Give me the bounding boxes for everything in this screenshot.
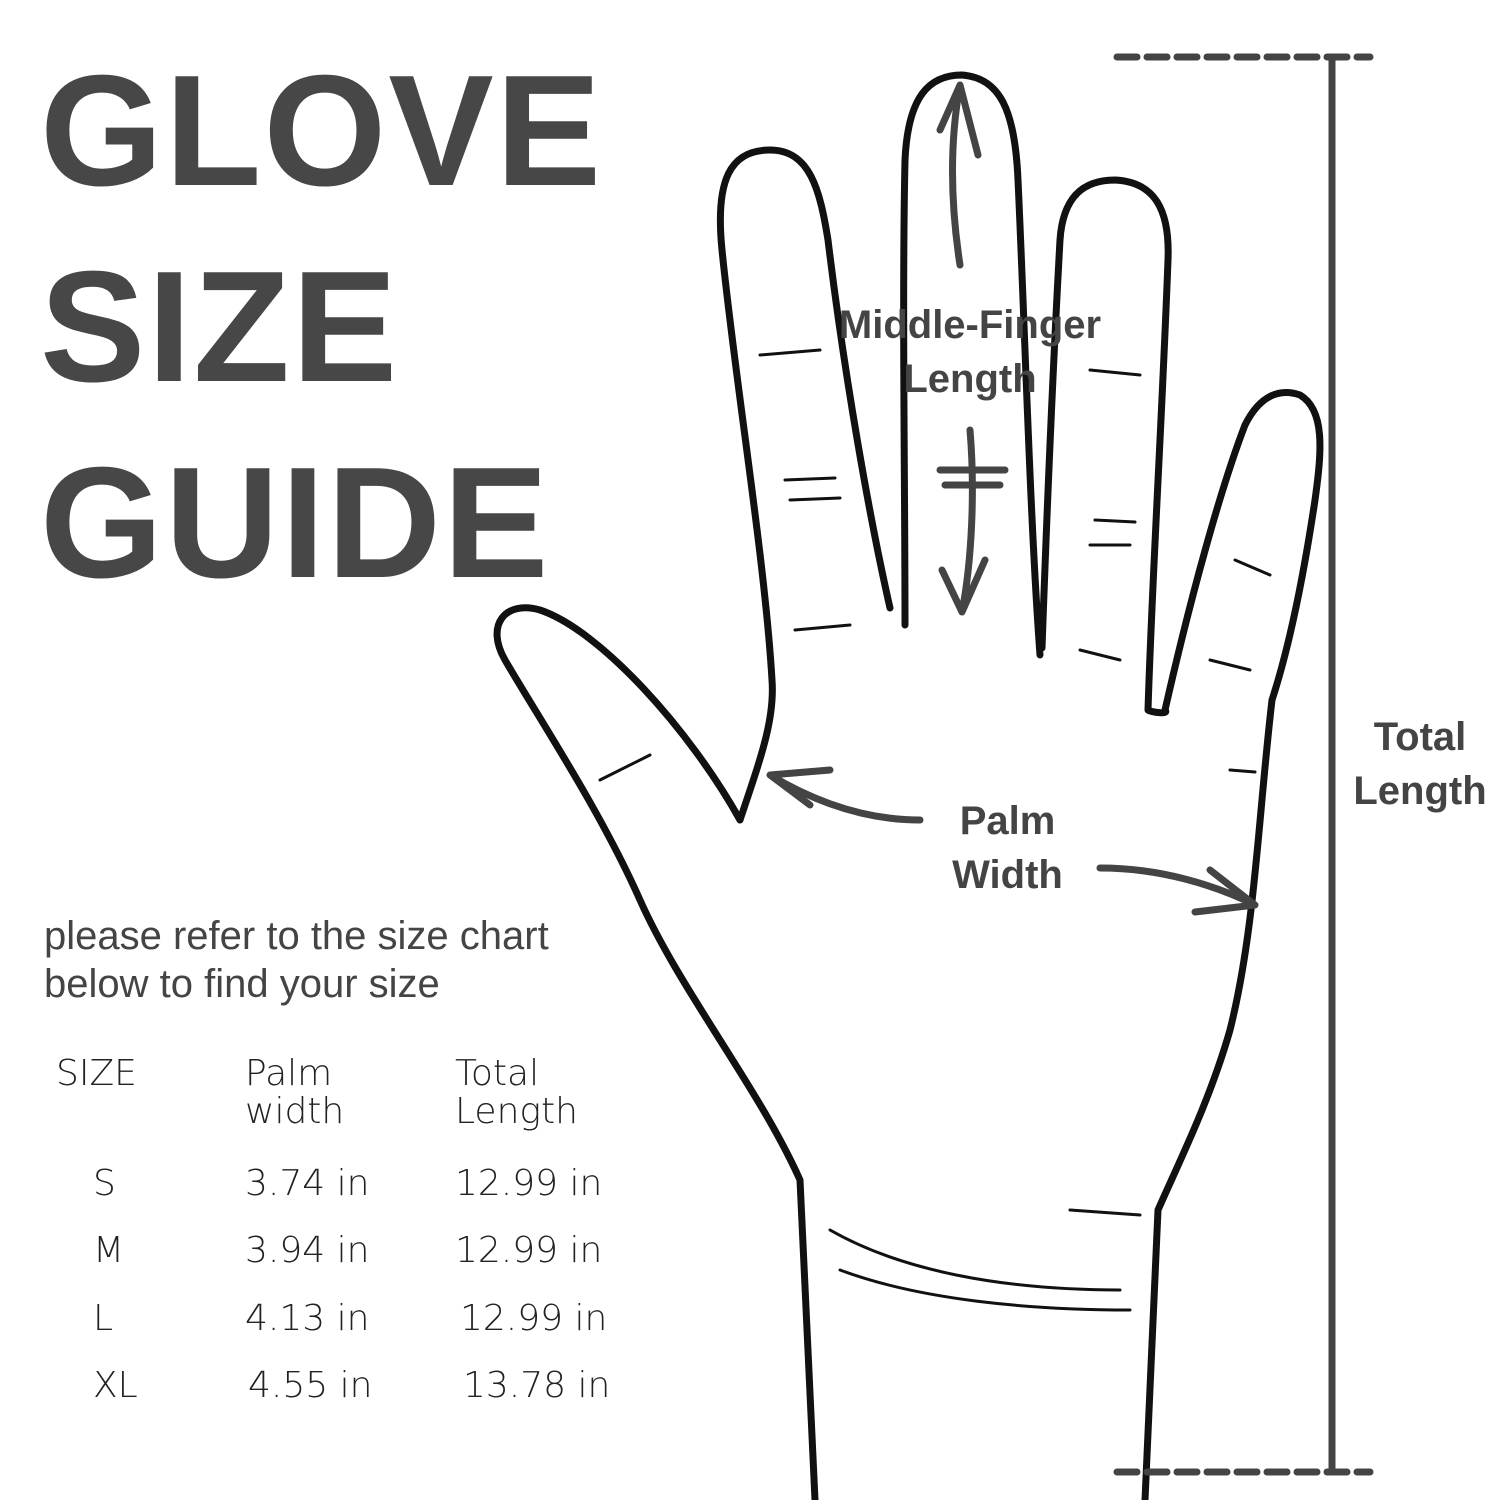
instructions-line-1: please refer to the size chart [44, 914, 549, 958]
row-palm-width: 4.13 in [245, 1298, 370, 1339]
palm-width-label: Palm Width [920, 794, 1095, 902]
header-palm-width: Palm width [245, 1055, 344, 1131]
label-line: Total [1373, 715, 1467, 759]
instructions-line-2: below to find your size [44, 962, 440, 1006]
row-total-length: 13.78 in [463, 1365, 611, 1406]
row-palm-width: 3.74 in [245, 1163, 370, 1204]
row-size: M [93, 1230, 125, 1271]
row-size: L [93, 1298, 114, 1339]
header-total-length: Total Length [455, 1055, 578, 1131]
palm-width-arrow-left [766, 766, 924, 824]
header-text: Total [455, 1053, 540, 1094]
row-palm-width: 3.94 in [245, 1230, 370, 1271]
title-line-1: GLOVE [40, 43, 604, 219]
label-line: Middle-Finger [838, 303, 1102, 347]
header-text: Length [455, 1091, 578, 1132]
header-size: SIZE [56, 1055, 137, 1093]
middle-finger-arrow-up [936, 81, 982, 269]
label-line: Width [952, 853, 1063, 897]
hand-outline [493, 71, 1324, 1500]
header-text: Palm [245, 1053, 333, 1094]
middle-finger-arrow-down [936, 426, 1009, 616]
row-total-length: 12.99 in [455, 1163, 603, 1204]
palm-width-arrow-right [1096, 864, 1259, 916]
label-line: Length [1353, 769, 1487, 813]
row-total-length: 12.99 in [455, 1230, 603, 1271]
title-line-2: SIZE [40, 239, 400, 415]
header-text: width [245, 1091, 345, 1132]
label-line: Palm [959, 799, 1056, 843]
row-size: XL [93, 1365, 138, 1406]
row-total-length: 12.99 in [460, 1298, 608, 1339]
header-text: SIZE [56, 1053, 137, 1094]
total-length-label: Total Length [1345, 710, 1495, 818]
row-size: S [93, 1163, 116, 1204]
knuckle-lines [598, 348, 1272, 1312]
middle-finger-length-label: Middle-Finger Length [830, 298, 1110, 406]
instructions: please refer to the size chart below to … [44, 912, 549, 1008]
title-line-3: GUIDE [40, 435, 551, 611]
row-palm-width: 4.55 in [248, 1365, 373, 1406]
label-line: Length [903, 357, 1037, 401]
